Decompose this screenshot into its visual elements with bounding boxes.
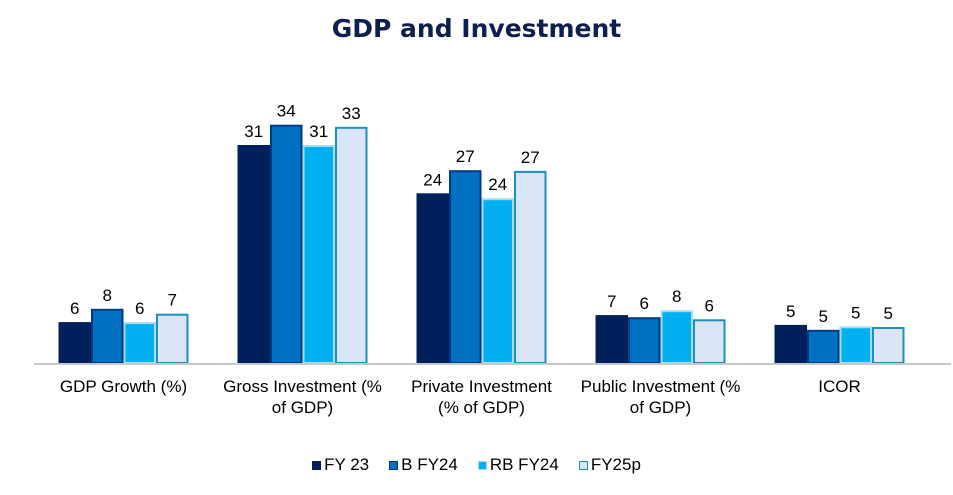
legend-swatch <box>312 460 322 470</box>
legend-item: RB FY24 <box>477 455 559 475</box>
legend: FY 23 B FY24 RB FY24 FY25p <box>0 455 953 475</box>
data-label: 8 <box>672 287 681 306</box>
bar-fy-23-1 <box>237 145 270 364</box>
bar-fy25p-0 <box>156 313 189 365</box>
legend-swatch <box>578 460 588 470</box>
bar-rb-fy24-4 <box>839 326 872 364</box>
category-label: (% of GDP) <box>438 398 525 417</box>
data-label: 7 <box>607 292 616 311</box>
data-label: 24 <box>488 175 507 194</box>
data-label: 31 <box>309 122 328 141</box>
data-label: 5 <box>786 302 795 321</box>
category-label: Public Investment (% <box>581 377 741 396</box>
category-label: Private Investment <box>411 377 552 396</box>
bar-fy25p-4 <box>872 327 905 364</box>
bar-fy-23-4 <box>774 324 807 364</box>
chart-title: GDP and Investment <box>331 14 622 43</box>
bar-b-fy24-1 <box>270 124 303 364</box>
legend-label: RB FY24 <box>489 455 559 474</box>
legend-item: FY 23 <box>312 455 369 475</box>
data-label: 5 <box>851 303 860 322</box>
data-label: 5 <box>819 307 828 326</box>
legend-item: FY25p <box>578 455 641 475</box>
legend-item: B FY24 <box>389 455 458 475</box>
data-label: 8 <box>103 286 112 305</box>
data-label: 31 <box>244 122 263 141</box>
bar-fy25p-1 <box>335 126 368 364</box>
data-label: 5 <box>884 304 893 323</box>
legend-swatch <box>477 460 487 470</box>
bar-fy25p-3 <box>693 319 726 364</box>
category-label: ICOR <box>818 377 861 396</box>
data-label: 27 <box>521 148 540 167</box>
data-label: 7 <box>168 291 177 310</box>
bar-rb-fy24-3 <box>660 310 693 365</box>
bar-fy-23-2 <box>416 193 449 364</box>
category-label: of GDP) <box>630 398 691 417</box>
category-label: GDP Growth (%) <box>60 377 187 396</box>
legend-label: B FY24 <box>401 455 458 474</box>
category-label: Gross Investment (% <box>223 377 382 396</box>
bar-fy-23-3 <box>595 315 628 365</box>
bar-rb-fy24-1 <box>302 145 335 364</box>
bar-rb-fy24-2 <box>481 198 514 364</box>
legend-swatch <box>389 460 399 470</box>
bar-b-fy24-4 <box>807 329 840 364</box>
category-label: of GDP) <box>272 398 333 417</box>
data-label: 6 <box>135 299 144 318</box>
bar-rb-fy24-0 <box>123 322 156 365</box>
bar-fy-23-0 <box>58 322 91 365</box>
data-label: 24 <box>423 170 442 189</box>
bar-fy25p-2 <box>514 170 547 364</box>
data-label: 6 <box>70 299 79 318</box>
data-label: 27 <box>456 147 475 166</box>
legend-label: FY 23 <box>324 455 370 474</box>
bar-b-fy24-0 <box>91 308 124 364</box>
legend-label: FY25p <box>590 455 641 474</box>
data-label: 34 <box>277 102 296 121</box>
data-label: 33 <box>342 104 361 123</box>
data-label: 6 <box>640 294 649 313</box>
bar-b-fy24-3 <box>628 317 661 365</box>
data-label: 6 <box>705 296 714 315</box>
bar-b-fy24-2 <box>449 170 482 364</box>
